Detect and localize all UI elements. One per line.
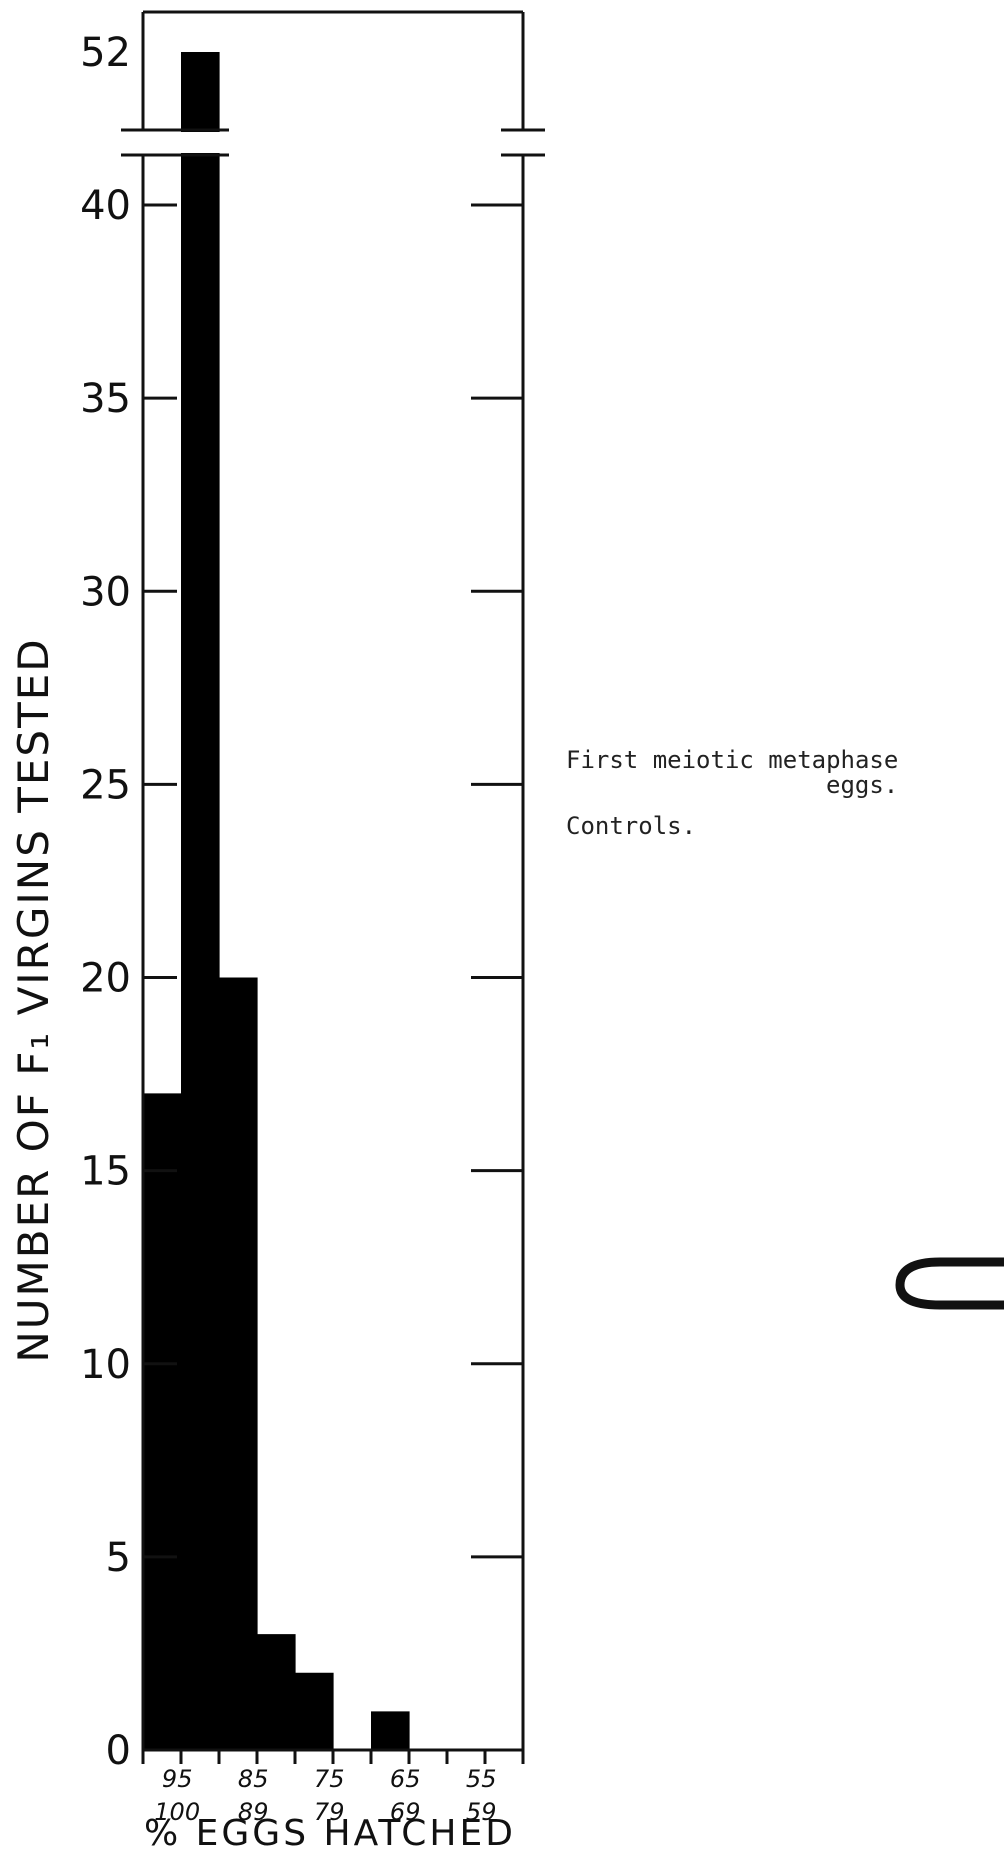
- annotation-line-3: Controls.: [566, 812, 696, 840]
- bar-3: [257, 1634, 296, 1750]
- y-tick-label-52: 52: [80, 30, 131, 76]
- break-gap: [179, 132, 223, 153]
- bar-4: [295, 1672, 334, 1750]
- annotation-line-2: eggs.: [826, 771, 898, 799]
- x-axis-label: % EGGS HATCHED: [144, 1813, 516, 1849]
- y-tick-label-40: 40: [80, 183, 131, 229]
- x-tick-label-top-6: 65: [390, 1765, 421, 1793]
- y-axis-label: NUMBER OF F₁ VIRGINS TESTED: [9, 637, 58, 1362]
- bar-2: [219, 977, 258, 1750]
- x-tick-label-bottom-6: 69: [390, 1798, 421, 1826]
- x-ticks: 95 100 85 89 75 79 65 69 55 59: [141, 1750, 525, 1826]
- x-tick-label-bottom-2: 89: [238, 1798, 269, 1826]
- x-tick-label-bottom-4: 79: [314, 1798, 345, 1826]
- y-tick-label-20: 20: [80, 956, 131, 1002]
- y-tick-label-10: 10: [80, 1342, 131, 1388]
- y-tick-label-30: 30: [80, 569, 131, 615]
- y-tick-label-35: 35: [80, 376, 131, 422]
- x-tick-label-bottom-8: 59: [466, 1798, 497, 1826]
- bar-0: [143, 1093, 182, 1750]
- y-tick-label-0: 0: [106, 1728, 131, 1774]
- x-tick-label-bottom-0: 100: [154, 1798, 200, 1826]
- x-tick-label-top-0: 95: [162, 1765, 193, 1793]
- bar-6: [371, 1711, 410, 1750]
- x-tick-label-top-8: 55: [466, 1765, 497, 1793]
- bar-1: [181, 52, 220, 1750]
- y-tick-label-15: 15: [80, 1149, 131, 1195]
- x-tick-label-top-2: 85: [238, 1765, 269, 1793]
- annotation-line-1: First meiotic metaphase: [566, 746, 898, 774]
- y-tick-label-25: 25: [80, 762, 131, 808]
- paper-clip-icon: [895, 1257, 1004, 1310]
- x-tick-label-top-4: 75: [314, 1765, 345, 1793]
- bars-layer: [143, 52, 410, 1750]
- y-tick-label-5: 5: [106, 1535, 131, 1581]
- annotation-note: First meiotic metaphase eggs. Controls.: [566, 746, 898, 840]
- y-ticks: 0 5 10 15 20 25 30 35 40 52: [80, 30, 523, 1774]
